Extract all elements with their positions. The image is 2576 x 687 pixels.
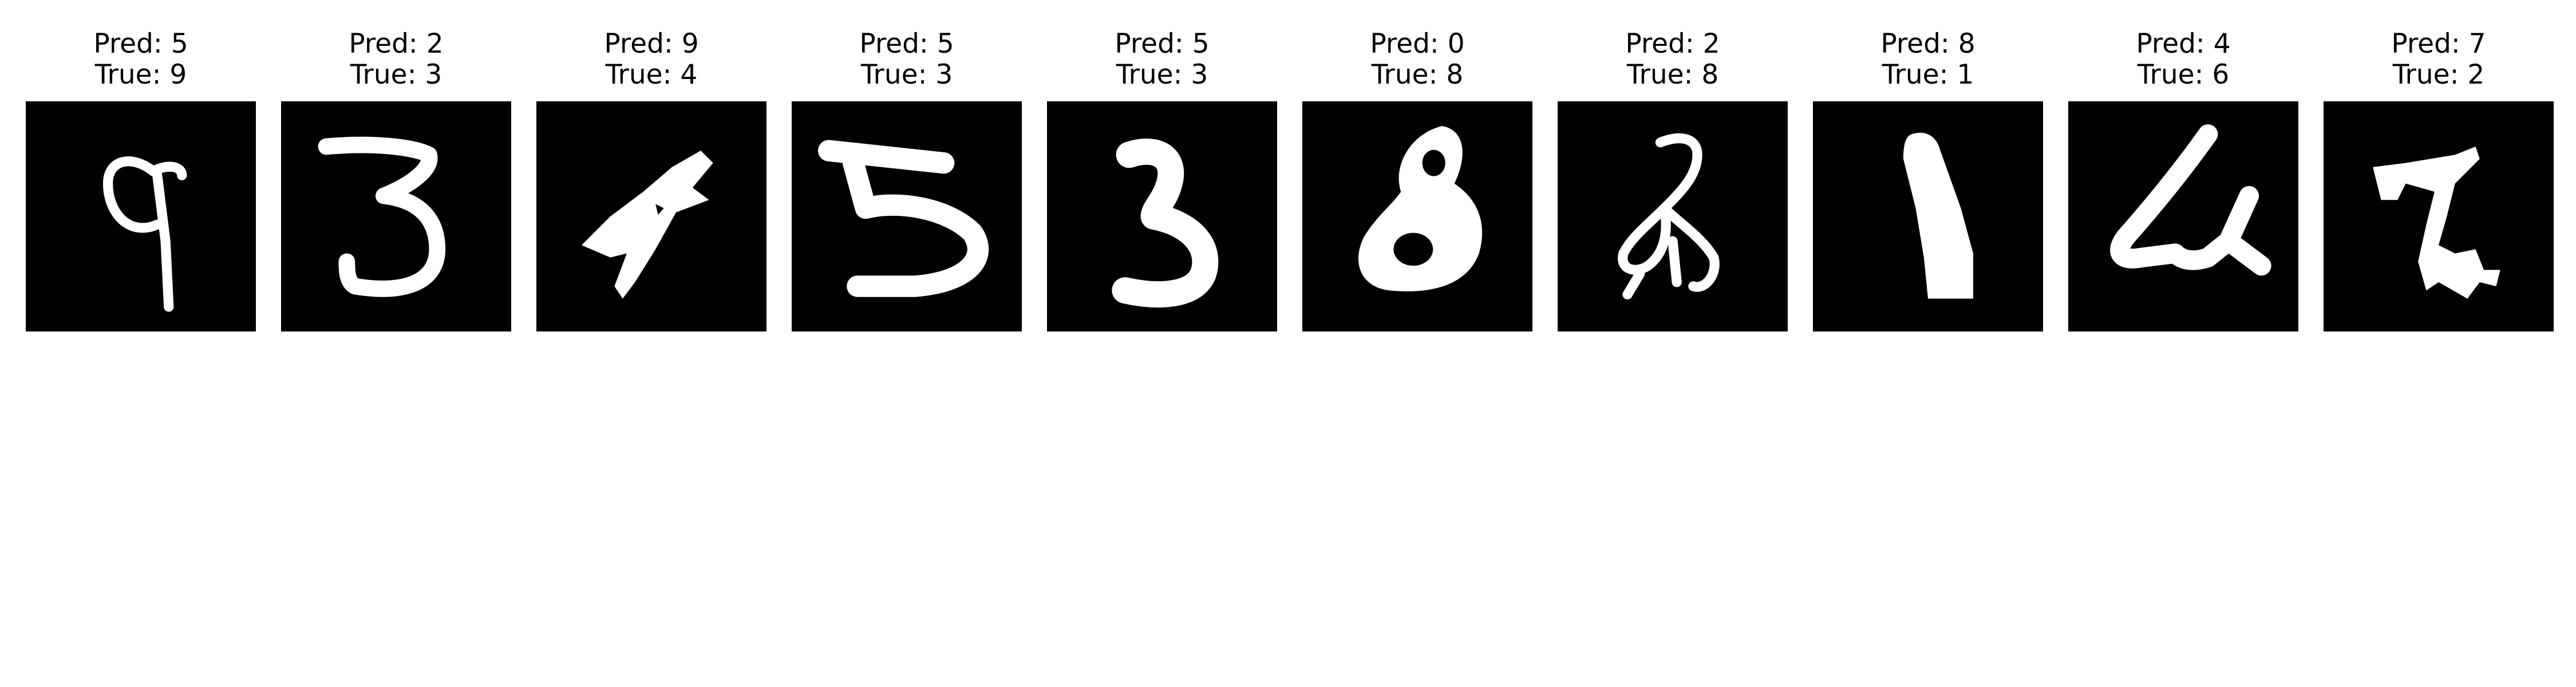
sample-title: Pred: 0 True: 8 — [1302, 29, 1532, 90]
sample-panel: Pred: 9 True: 4 — [536, 29, 767, 331]
digit-3-glyph — [817, 140, 989, 297]
true-label: True: 4 — [605, 59, 698, 90]
sample-panel: Pred: 5 True: 3 — [792, 29, 1022, 331]
pred-label: Pred: 5 — [93, 28, 188, 60]
pred-label: Pred: 2 — [349, 28, 444, 60]
sample-panel: Pred: 8 True: 1 — [1813, 29, 2043, 331]
digit-image — [792, 101, 1022, 331]
pred-label: Pred: 4 — [2136, 28, 2231, 60]
digit-image — [1047, 101, 1277, 331]
digit-3-glyph — [318, 136, 446, 297]
sample-title: Pred: 4 True: 6 — [2068, 29, 2298, 90]
digit-image — [1302, 101, 1532, 331]
pred-label: Pred: 2 — [1625, 28, 1720, 60]
sample-panel: Pred: 5 True: 9 — [26, 29, 256, 331]
digit-8-glyph — [1618, 133, 1720, 300]
sample-panel: Pred: 4 True: 6 — [2068, 29, 2298, 331]
true-label: True: 1 — [1882, 59, 1974, 90]
true-label: True: 2 — [2392, 59, 2485, 90]
digit-image — [536, 101, 767, 331]
true-label: True: 8 — [1626, 59, 1719, 90]
pred-label: Pred: 0 — [1370, 28, 1465, 60]
sample-title: Pred: 9 True: 4 — [536, 29, 767, 90]
pred-label: Pred: 5 — [1115, 28, 1210, 60]
sample-title: Pred: 5 True: 3 — [792, 29, 1022, 90]
true-label: True: 3 — [350, 59, 442, 90]
sample-panel: Pred: 2 True: 3 — [281, 29, 511, 331]
sample-title: Pred: 5 True: 3 — [1047, 29, 1277, 90]
digit-4-glyph — [581, 151, 713, 299]
digit-image — [2324, 101, 2554, 331]
digit-image — [1558, 101, 1788, 331]
sample-panel: Pred: 5 True: 3 — [1047, 29, 1277, 331]
sample-panel: Pred: 7 True: 2 — [2324, 29, 2554, 331]
digit-image — [2068, 101, 2298, 331]
pred-label: Pred: 5 — [859, 28, 954, 60]
digit-image — [281, 101, 511, 331]
digit-3-glyph — [1112, 139, 1219, 308]
sample-panel: Pred: 0 True: 8 — [1302, 29, 1532, 331]
sample-panel: Pred: 2 True: 8 — [1558, 29, 1788, 331]
true-label: True: 9 — [94, 59, 187, 90]
digit-2-glyph — [2373, 146, 2500, 299]
sample-title: Pred: 2 True: 3 — [281, 29, 511, 90]
sample-title: Pred: 2 True: 8 — [1558, 29, 1788, 90]
sample-title: Pred: 7 True: 2 — [2324, 29, 2554, 90]
pred-label: Pred: 9 — [604, 28, 699, 60]
digit-6-glyph — [2110, 124, 2271, 276]
sample-title: Pred: 5 True: 9 — [26, 29, 256, 90]
digit-1-glyph — [1903, 132, 1973, 299]
true-label: True: 6 — [2137, 59, 2230, 90]
digit-image — [1813, 101, 2043, 331]
digit-9-glyph — [102, 156, 187, 312]
pred-label: Pred: 8 — [1880, 28, 1976, 60]
digit-8-glyph — [1358, 126, 1483, 291]
true-label: True: 3 — [860, 59, 953, 90]
true-label: True: 3 — [1116, 59, 1208, 90]
sample-title: Pred: 8 True: 1 — [1813, 29, 2043, 90]
digit-image — [26, 101, 256, 331]
true-label: True: 8 — [1371, 59, 1464, 90]
pred-label: Pred: 7 — [2391, 28, 2486, 60]
